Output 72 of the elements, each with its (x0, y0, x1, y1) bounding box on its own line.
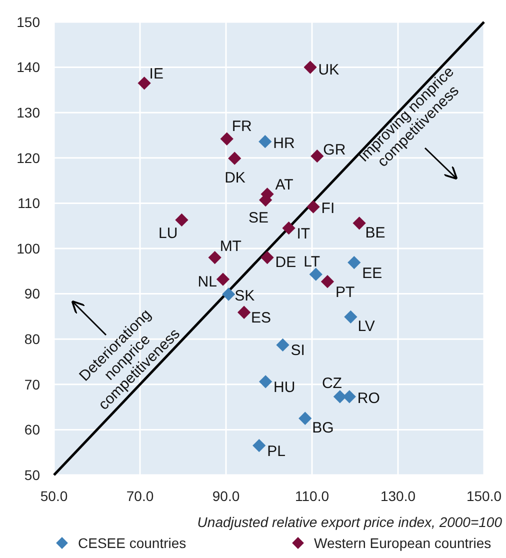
x-tick-label: 90.0 (212, 488, 240, 504)
y-tick-label: 120 (16, 150, 40, 166)
point (276, 338, 290, 352)
x-axis-title: Unadjusted relative export price index, 2000=100 (197, 514, 502, 530)
annotation: LU (158, 225, 178, 242)
point (304, 60, 317, 74)
annotation: FI (321, 200, 335, 218)
point (260, 250, 274, 264)
x-tick-label: 50.0 (40, 488, 68, 504)
annotation: UK (318, 62, 340, 79)
y-tick-label: 150 (16, 14, 40, 30)
legend-label: Western European countries (314, 535, 492, 551)
annotation: IE (149, 65, 164, 82)
point (220, 132, 234, 146)
annotation: GR (323, 141, 346, 158)
annotation: SK (234, 288, 255, 305)
annotation: IT (296, 225, 310, 242)
point (222, 288, 236, 301)
legend-label: CESEE countries (78, 535, 186, 551)
point (306, 200, 320, 214)
point (342, 390, 356, 404)
annotation: NL (198, 274, 217, 291)
point (298, 412, 312, 425)
annotation: SI (290, 342, 305, 360)
point (333, 390, 347, 404)
annotation: LT (304, 254, 320, 271)
y-tick-label: 60 (24, 422, 40, 438)
point (258, 375, 272, 388)
point (208, 250, 222, 264)
point (282, 222, 296, 235)
point (138, 76, 151, 90)
point (258, 135, 272, 148)
y-tick-label: 70 (24, 376, 40, 392)
point (309, 268, 322, 281)
point (175, 213, 188, 227)
point (320, 275, 334, 288)
point (352, 216, 366, 230)
y-tick-label: 100 (16, 240, 40, 256)
annotation: FR (232, 118, 252, 136)
y-tick-label: 80 (24, 331, 40, 347)
point (348, 256, 361, 270)
annotation: ES (251, 310, 272, 327)
point (344, 310, 358, 324)
y-tick-label: 130 (16, 104, 40, 120)
annotation: HR (273, 134, 295, 152)
point (252, 438, 266, 452)
y-tick-label: 90 (24, 286, 40, 302)
annotation: MT (220, 238, 242, 255)
annotation: PL (267, 442, 286, 460)
y-tick-label: 140 (16, 59, 40, 76)
annotation: BE (365, 224, 386, 242)
y-tick-label: 110 (18, 195, 40, 212)
annotation: CZ (322, 374, 342, 392)
annotation: RO (357, 390, 380, 407)
annotation: AT (275, 176, 294, 194)
x-tick-label: 150.0 (466, 488, 502, 504)
annotation: DK (224, 170, 246, 187)
annotation: HU (274, 378, 296, 396)
annotation: EE (362, 264, 382, 282)
x-tick-label: 70.0 (126, 488, 154, 504)
y-tick-label: 50 (24, 466, 40, 483)
point (228, 152, 242, 165)
point (237, 306, 251, 319)
annotation: SE (248, 209, 269, 226)
annotation: LV (358, 318, 375, 336)
annotation: BG (312, 420, 334, 437)
x-tick-label: 110.0 (295, 488, 330, 504)
point (216, 272, 230, 286)
annotation: PT (335, 284, 355, 301)
x-tick-label: 130.0 (380, 488, 416, 504)
point (310, 150, 324, 163)
annotation: DE (275, 254, 296, 271)
